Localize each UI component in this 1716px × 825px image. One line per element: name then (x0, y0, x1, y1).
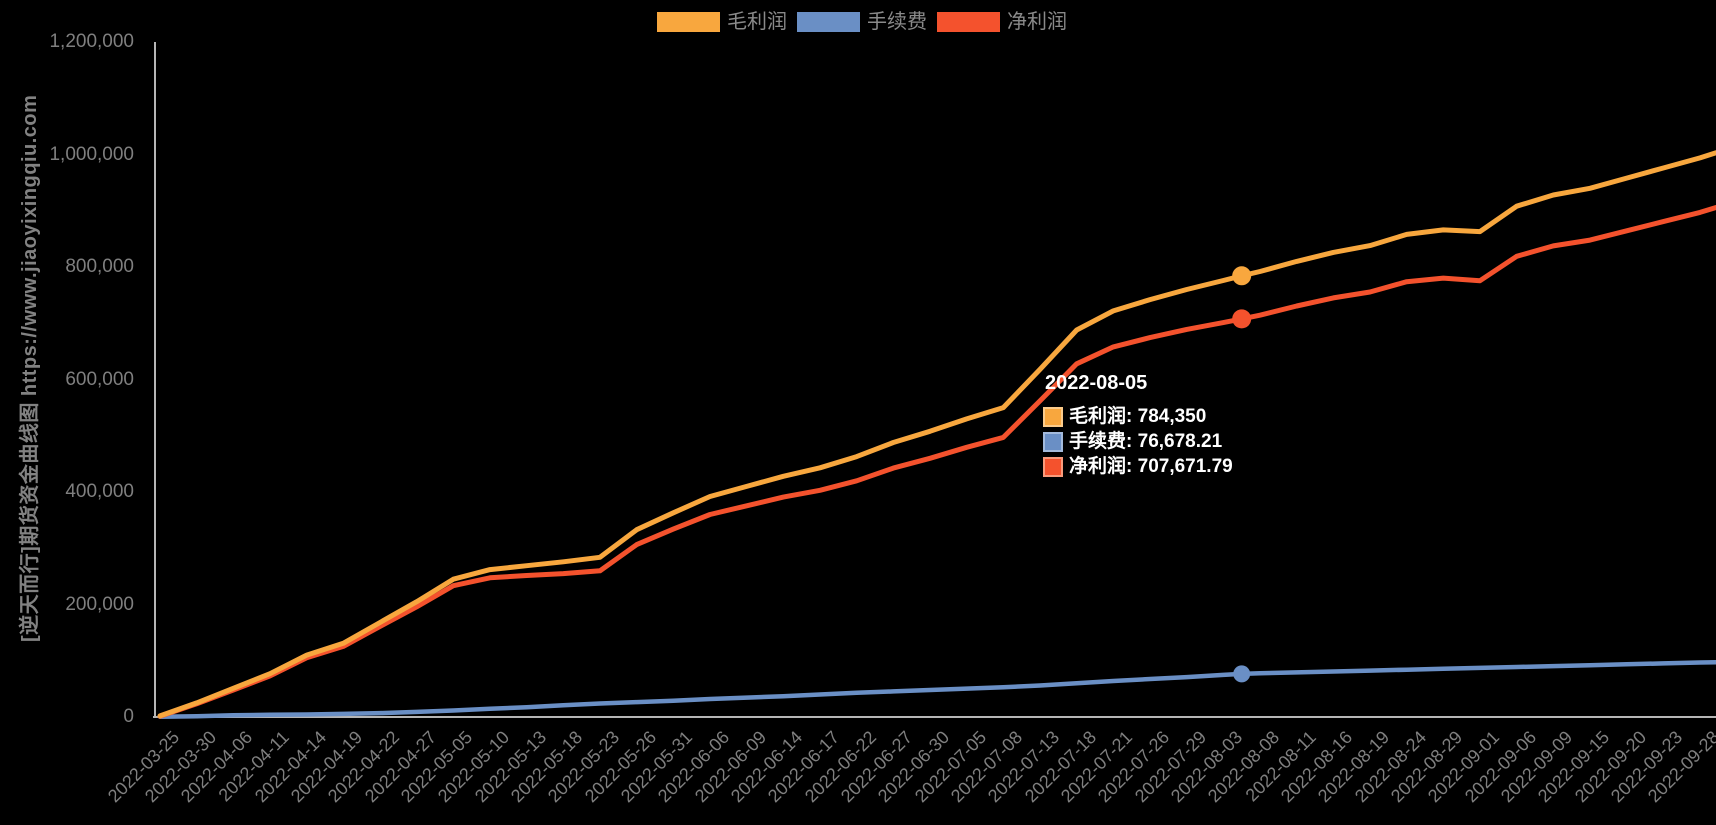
y-axis-label: 200,000 (65, 593, 134, 615)
legend-item-label: 净利润 (1007, 11, 1067, 33)
legend-marker-icon (797, 12, 860, 32)
y-axis-label: 800,000 (65, 256, 134, 277)
tooltip-item: 净利润: 707,671.79 (1043, 457, 1233, 477)
highlight-dot-net-profit[interactable] (1232, 309, 1252, 329)
highlight-dot-fee[interactable] (1233, 665, 1251, 683)
legend-item-net-profit[interactable]: 净利润 (937, 12, 1067, 32)
legend-item-gross-profit[interactable]: 毛利润 (657, 12, 787, 32)
tooltip-item: 毛利润: 784,350 (1043, 407, 1233, 427)
tooltip-marker-icon (1043, 457, 1063, 477)
legend-marker-icon (657, 12, 720, 32)
tooltip-item-text: 净利润: 707,671.79 (1069, 456, 1233, 477)
legend-marker-icon (937, 12, 1000, 32)
series-line-fee[interactable] (157, 660, 1716, 719)
tooltip-item-text: 毛利润: 784,350 (1069, 406, 1207, 427)
highlight-dot-gross-profit[interactable] (1232, 266, 1252, 286)
tooltip-item-text: 手续费: 76,678.21 (1069, 431, 1223, 452)
tooltip-marker-icon (1043, 407, 1063, 427)
y-axis-label: 1,200,000 (49, 31, 134, 52)
legend-item-label: 手续费 (867, 11, 927, 33)
series-line-gross-profit[interactable] (157, 150, 1716, 719)
tooltip-item: 手续费: 76,678.21 (1043, 432, 1233, 452)
tooltip: 2022-08-05 毛利润: 784,350 手续费: 76,678.21 净… (1043, 372, 1233, 482)
tooltip-title: 2022-08-05 (1045, 372, 1148, 394)
legend-item-label: 毛利润 (727, 11, 787, 33)
legend: 毛利润 手续费 净利润 (657, 12, 1067, 32)
y-axis-label: 0 (123, 706, 134, 727)
tooltip-marker-icon (1043, 432, 1063, 452)
y-axis-label: 400,000 (65, 481, 134, 502)
series-line-net-profit[interactable] (157, 205, 1716, 719)
y-axis-label: 1,000,000 (49, 143, 134, 165)
legend-item-fee[interactable]: 手续费 (797, 12, 927, 32)
y-axis-label: 600,000 (65, 368, 134, 390)
